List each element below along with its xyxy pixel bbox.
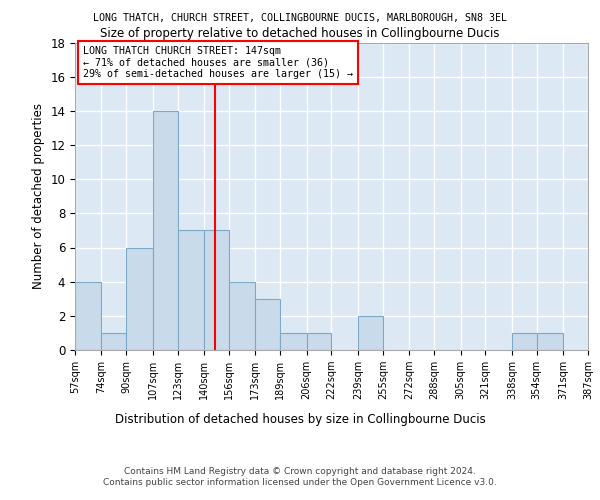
Bar: [536, 333, 563, 350]
Bar: [204, 230, 229, 350]
Bar: [75, 282, 101, 350]
Bar: [307, 333, 331, 350]
Text: LONG THATCH, CHURCH STREET, COLLINGBOURNE DUCIS, MARLBOROUGH, SN8 3EL: LONG THATCH, CHURCH STREET, COLLINGBOURN…: [93, 12, 507, 22]
Text: Distribution of detached houses by size in Collingbourne Ducis: Distribution of detached houses by size …: [115, 412, 485, 426]
Text: LONG THATCH CHURCH STREET: 147sqm
← 71% of detached houses are smaller (36)
29% : LONG THATCH CHURCH STREET: 147sqm ← 71% …: [83, 46, 353, 79]
Bar: [153, 111, 178, 350]
Bar: [127, 248, 153, 350]
Text: Contains HM Land Registry data © Crown copyright and database right 2024.
Contai: Contains HM Land Registry data © Crown c…: [103, 468, 497, 487]
Bar: [280, 333, 307, 350]
Bar: [512, 333, 536, 350]
Y-axis label: Number of detached properties: Number of detached properties: [32, 104, 45, 289]
Bar: [229, 282, 256, 350]
Bar: [101, 333, 127, 350]
Text: Size of property relative to detached houses in Collingbourne Ducis: Size of property relative to detached ho…: [100, 28, 500, 40]
Bar: [358, 316, 383, 350]
Bar: [178, 230, 204, 350]
Bar: [256, 298, 280, 350]
